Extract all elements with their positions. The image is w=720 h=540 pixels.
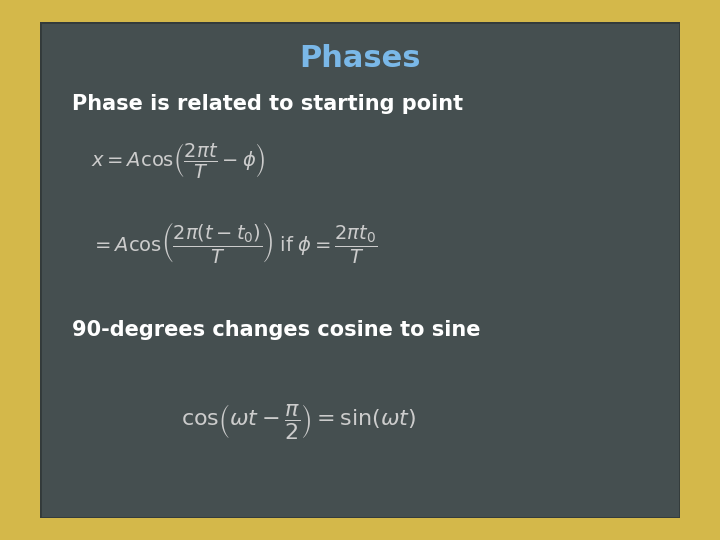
Text: Phases: Phases xyxy=(300,44,420,73)
FancyBboxPatch shape xyxy=(40,22,680,518)
Text: $\cos\!\left(\omega t - \dfrac{\pi}{2}\right) = \sin(\omega t)$: $\cos\!\left(\omega t - \dfrac{\pi}{2}\r… xyxy=(181,402,415,441)
Text: Phase is related to starting point: Phase is related to starting point xyxy=(72,93,463,113)
Text: $x = A\cos\!\left(\dfrac{2\pi t}{T} - \phi\right)$: $x = A\cos\!\left(\dfrac{2\pi t}{T} - \p… xyxy=(91,141,266,180)
Text: 90-degrees changes cosine to sine: 90-degrees changes cosine to sine xyxy=(72,320,480,340)
Text: $= A\cos\!\left(\dfrac{2\pi(t-t_0)}{T}\right)$$\;\mathrm{if}\;\phi = \dfrac{2\pi: $= A\cos\!\left(\dfrac{2\pi(t-t_0)}{T}\r… xyxy=(91,220,377,265)
